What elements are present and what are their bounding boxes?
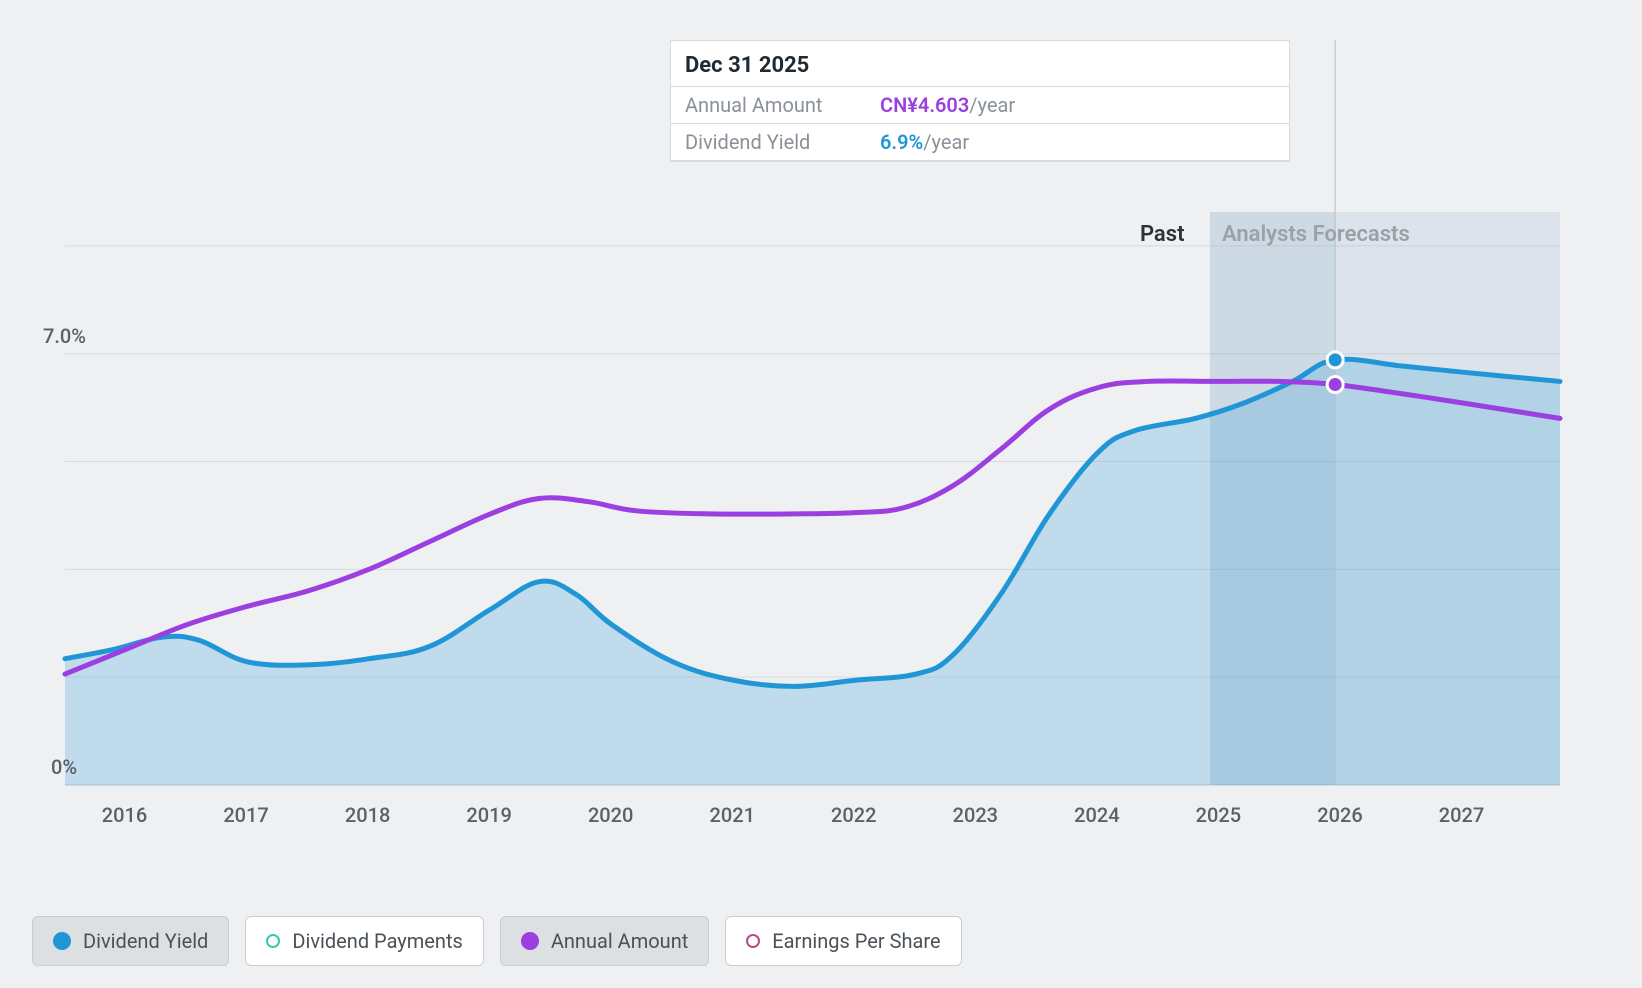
tooltip-value: 6.9%	[880, 130, 923, 154]
past-region-label: Past	[1140, 222, 1185, 247]
legend-marker-icon	[53, 932, 71, 950]
x-axis-tick-label: 2022	[831, 803, 876, 827]
chart-legend: Dividend Yield Dividend Payments Annual …	[32, 916, 962, 966]
x-axis-tick-label: 2021	[709, 803, 754, 827]
hover-tooltip: Dec 31 2025 Annual Amount CN¥4.603/year …	[670, 40, 1290, 162]
x-axis-tick-label: 2027	[1439, 803, 1484, 827]
legend-label: Dividend Yield	[83, 929, 208, 953]
y-axis-label-zero: 0%	[51, 755, 77, 779]
forecast-region-label: Analysts Forecasts	[1222, 222, 1410, 247]
x-axis-tick-label: 2024	[1074, 803, 1119, 827]
tooltip-title: Dec 31 2025	[671, 49, 1289, 86]
tooltip-row-dividend-yield: Dividend Yield 6.9%/year	[671, 123, 1289, 161]
legend-toggle-dividend-payments[interactable]: Dividend Payments	[245, 916, 483, 966]
x-axis-tick-label: 2026	[1317, 803, 1362, 827]
legend-toggle-annual-amount[interactable]: Annual Amount	[500, 916, 709, 966]
tooltip-key: Dividend Yield	[685, 130, 860, 154]
tooltip-key: Annual Amount	[685, 93, 860, 117]
x-axis-tick-label: 2016	[102, 803, 147, 827]
x-axis-tick-label: 2020	[588, 803, 633, 827]
legend-toggle-dividend-yield[interactable]: Dividend Yield	[32, 916, 229, 966]
x-axis-tick-label: 2025	[1196, 803, 1241, 827]
tooltip-unit: /year	[969, 93, 1015, 117]
x-axis-tick-label: 2023	[953, 803, 998, 827]
dividend-chart: 7.0% 0% 2016 2017 2018 2019 2020 2021 2022 2023…	[0, 0, 1642, 988]
legend-label: Earnings Per Share	[772, 929, 940, 953]
tooltip-unit: /year	[923, 130, 969, 154]
x-axis-tick-label: 2019	[466, 803, 511, 827]
x-axis-tick-label: 2017	[223, 803, 268, 827]
legend-label: Annual Amount	[551, 929, 688, 953]
legend-toggle-eps[interactable]: Earnings Per Share	[725, 916, 961, 966]
tooltip-value: CN¥4.603	[880, 93, 969, 117]
x-axis-tick-label: 2018	[345, 803, 390, 827]
legend-marker-icon	[266, 934, 280, 948]
y-axis-label-max: 7.0%	[43, 324, 86, 348]
legend-marker-icon	[521, 932, 539, 950]
legend-label: Dividend Payments	[292, 929, 462, 953]
legend-marker-icon	[746, 934, 760, 948]
tooltip-row-annual-amount: Annual Amount CN¥4.603/year	[671, 86, 1289, 123]
